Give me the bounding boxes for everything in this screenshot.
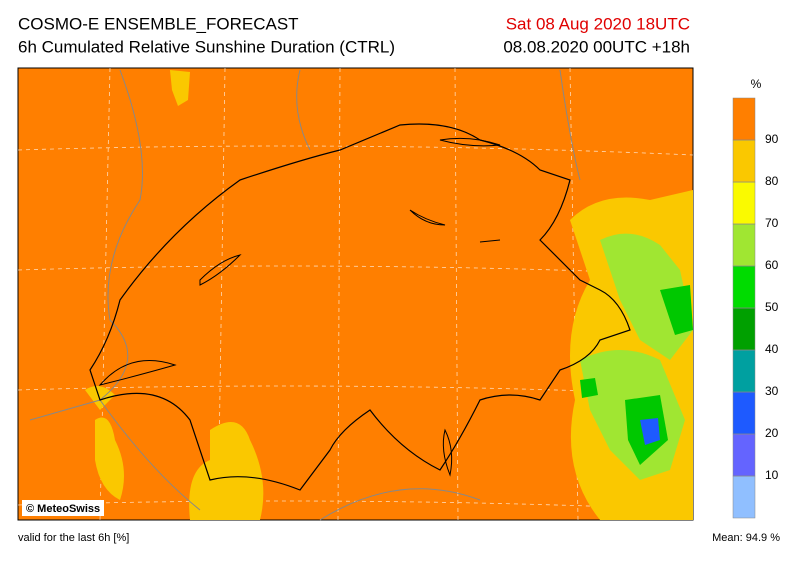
colorbar-band bbox=[732, 433, 756, 477]
colorbar-band bbox=[732, 265, 756, 309]
graticule bbox=[17, 67, 694, 521]
sunshine-patch-blue bbox=[640, 418, 660, 445]
colorbar-tick-label: 90 bbox=[765, 132, 779, 146]
credit: © MeteoSwiss bbox=[26, 503, 100, 515]
colorbar-tick-label: 40 bbox=[765, 342, 779, 356]
colorbar-tick-label: 60 bbox=[765, 258, 779, 272]
colorbar-band bbox=[732, 475, 756, 519]
colorbar-unit: % bbox=[751, 77, 762, 91]
colorbar-tick-label: 70 bbox=[765, 216, 779, 230]
colorbar-tick-label: 30 bbox=[765, 384, 779, 398]
title: COSMO-E ENSEMBLE_FORECAST bbox=[18, 14, 299, 33]
valid-time: Sat 08 Aug 2020 18UTC bbox=[506, 14, 690, 33]
sunshine-patches-min bbox=[580, 285, 693, 465]
colorbar-band bbox=[732, 97, 756, 141]
colorbar-tick-label: 20 bbox=[765, 426, 779, 440]
validity-note: valid for the last 6h [%] bbox=[18, 532, 129, 544]
mean-value: Mean: 94.9 % bbox=[712, 532, 780, 544]
credit-box bbox=[22, 500, 104, 516]
colorbar-band bbox=[732, 181, 756, 225]
country-borders bbox=[29, 69, 581, 521]
swiss-border bbox=[89, 123, 631, 491]
colorbar-band bbox=[732, 391, 756, 435]
lakes bbox=[98, 137, 501, 477]
colorbar-band bbox=[732, 139, 756, 183]
colorbar-band bbox=[732, 349, 756, 393]
map: © MeteoSwiss bbox=[17, 67, 694, 521]
run-time: 08.08.2020 00UTC +18h bbox=[503, 37, 690, 56]
colorbar-tick-label: 10 bbox=[765, 468, 779, 482]
colorbar: % 10 20 30 40 50 60 70 80 90 bbox=[732, 77, 779, 519]
colorbar-band bbox=[732, 307, 756, 351]
colorbar-tick-label: 80 bbox=[765, 174, 779, 188]
colorbar-tick-label: 50 bbox=[765, 300, 779, 314]
subtitle: 6h Cumulated Relative Sunshine Duration … bbox=[18, 37, 395, 56]
colorbar-band bbox=[732, 223, 756, 267]
